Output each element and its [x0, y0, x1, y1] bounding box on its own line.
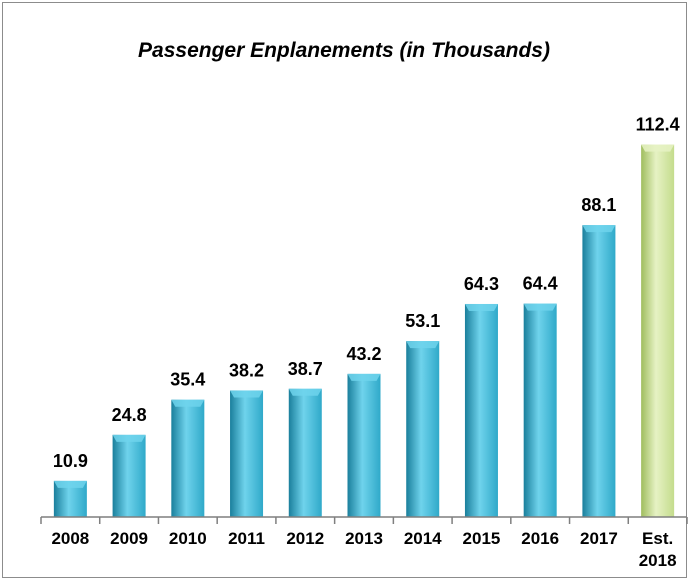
bar-cap [641, 144, 675, 152]
data-label: 35.4 [170, 370, 205, 390]
bar [523, 303, 557, 517]
category-label: 2011 [228, 529, 265, 548]
category-label: Est. 2018 [639, 529, 677, 570]
bar-body [171, 399, 205, 517]
category-label: 2012 [286, 529, 324, 548]
category-label-line: Est. [642, 529, 673, 548]
data-label: 38.7 [288, 359, 323, 379]
category-label-line: 2017 [580, 529, 618, 548]
bar [288, 388, 322, 517]
bar-cap [406, 341, 440, 349]
data-label: 112.4 [636, 115, 680, 135]
category-label: 2013 [345, 529, 383, 548]
category-label: 2008 [51, 529, 89, 548]
bar [112, 434, 146, 517]
data-label: 10.9 [53, 451, 88, 471]
bar-estimate [641, 144, 675, 517]
category-label: 2010 [169, 529, 207, 548]
data-label: 43.2 [346, 344, 381, 364]
category-label-line: 2008 [51, 529, 89, 548]
category-label-line: 2009 [110, 529, 148, 548]
bar-cap [464, 303, 498, 311]
bar [171, 399, 205, 517]
category-label: 2017 [580, 529, 618, 548]
value-labels: 10.9 24.8 35.4 38.2 38.7 43.2 53.1 64.3 64.4 88.1… [53, 115, 680, 471]
category-label: 2009 [110, 529, 148, 548]
bar [406, 341, 440, 517]
category-label-line: 2016 [521, 529, 559, 548]
category-labels: 2008 2009 2010 2011 2012 2013 2014 2015 2016 2017… [51, 529, 676, 570]
bar-cap [171, 399, 205, 407]
data-label: 64.4 [523, 274, 558, 294]
category-label: 2015 [463, 529, 501, 548]
bars-layer [53, 144, 675, 517]
bar-body [288, 388, 322, 517]
category-label-line: 2012 [286, 529, 324, 548]
category-label-line: 2018 [639, 551, 677, 570]
bar-chart: Passenger Enplanements (in Thousands) 10… [40, 39, 688, 570]
bar-body [641, 144, 675, 517]
bar-cap [288, 388, 322, 396]
category-label-line: 2011 [228, 529, 265, 548]
bar-cap [112, 434, 146, 442]
category-label: 2014 [404, 529, 442, 548]
bar-body [230, 390, 264, 517]
category-label-line: 2014 [404, 529, 442, 548]
bar-cap [230, 390, 264, 398]
data-label: 88.1 [581, 195, 616, 215]
bar [582, 225, 616, 517]
bar-body [347, 373, 381, 517]
category-label-line: 2010 [169, 529, 207, 548]
bar-cap [53, 480, 87, 488]
chart-title: Passenger Enplanements (in Thousands) [138, 39, 550, 62]
bar [53, 480, 87, 517]
bar-body [406, 341, 440, 517]
bar [347, 373, 381, 517]
bar-cap [523, 303, 557, 311]
category-label-line: 2015 [463, 529, 501, 548]
bar-body [464, 303, 498, 517]
data-label: 24.8 [112, 405, 147, 425]
data-label: 38.2 [229, 360, 264, 380]
bar [464, 303, 498, 517]
bar [230, 390, 264, 517]
data-label: 64.3 [464, 274, 499, 294]
bar-body [112, 434, 146, 517]
bar-cap [347, 373, 381, 381]
x-axis-ticks [40, 517, 688, 524]
bar-cap [582, 225, 616, 233]
bar-body [582, 225, 616, 517]
category-label-line: 2013 [345, 529, 383, 548]
data-label: 53.1 [405, 311, 440, 331]
bar-body [523, 303, 557, 517]
category-label: 2016 [521, 529, 559, 548]
